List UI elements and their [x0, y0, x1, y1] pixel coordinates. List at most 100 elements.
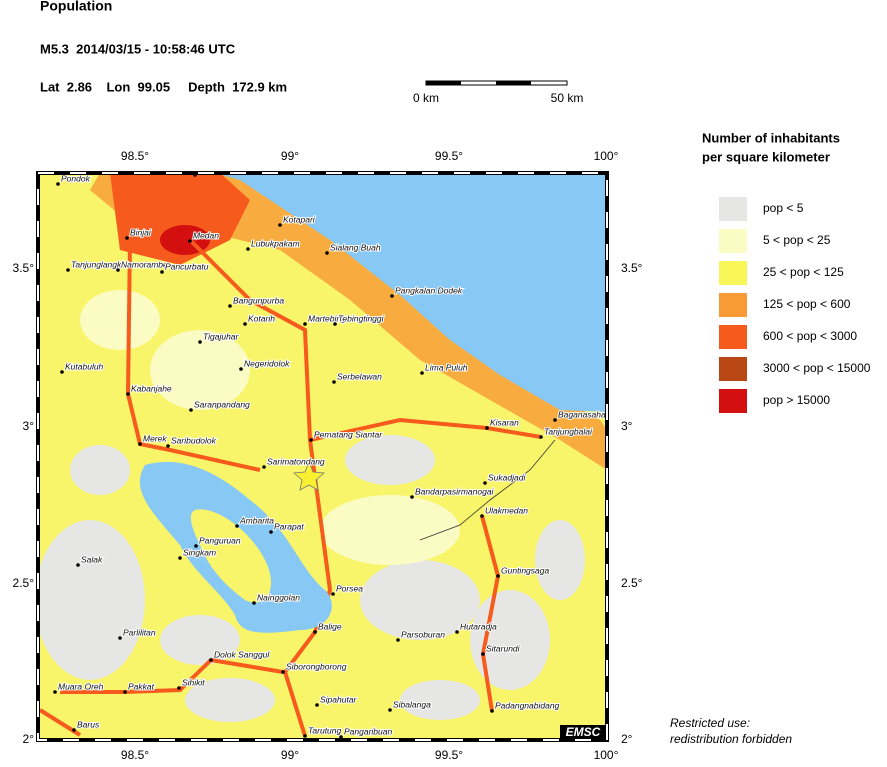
- town-dot: [303, 734, 307, 738]
- footer: redistribution forbidden: [670, 732, 792, 746]
- scale-end: 50 km: [551, 91, 584, 105]
- town-dot: [481, 652, 485, 656]
- legend-label: 25 < pop < 125: [763, 265, 844, 279]
- lon-tick-label: 98.5°: [121, 748, 149, 762]
- lon-tick-label: 98.5°: [121, 149, 149, 163]
- town-label: Merek: [143, 433, 167, 443]
- lon-tick-label: 100°: [594, 748, 619, 762]
- town-label: Tebingtinggi: [338, 313, 385, 323]
- event: M5.3 2014/03/15 - 10:58:46 UTC: [40, 41, 236, 56]
- town-label: Binjai: [130, 227, 152, 237]
- town-label: Pangaribuan: [344, 726, 392, 736]
- town-dot: [303, 322, 307, 326]
- legend-swatch: [719, 229, 747, 253]
- legend-swatch: [719, 325, 747, 349]
- town-dot: [455, 630, 459, 634]
- lon-tick-label: 99.5°: [435, 748, 463, 762]
- town-label: Saribudolok: [171, 435, 217, 445]
- town-dot: [539, 435, 543, 439]
- town-dot: [125, 236, 129, 240]
- town-label: Ambarita: [239, 515, 274, 525]
- credit: EMSC: [566, 725, 601, 739]
- town-dot: [420, 371, 424, 375]
- lon-tick-label: 99°: [281, 748, 299, 762]
- town-dot: [278, 223, 282, 227]
- town-dot: [166, 444, 170, 448]
- lat-tick-label: 2.5°: [13, 576, 35, 590]
- town-label: Sarimatondang: [267, 456, 325, 466]
- town-dot: [194, 544, 198, 548]
- town-dot: [76, 563, 80, 567]
- epicenter: [293, 460, 325, 491]
- town-dot: [485, 426, 489, 430]
- town-label: Sukadjadi: [488, 472, 526, 482]
- lon-tick-label: 99°: [281, 149, 299, 163]
- town-dot: [325, 251, 329, 255]
- town-dot: [138, 442, 142, 446]
- town-dot: [281, 670, 285, 674]
- scale-bar: [425, 80, 568, 86]
- town-label: Kotarih: [248, 313, 275, 323]
- legend-title: per square kilometer: [702, 149, 830, 164]
- lat-tick-label: 3°: [23, 419, 35, 433]
- town-dot: [123, 690, 127, 694]
- town-label: Parlilitan: [123, 627, 156, 637]
- town-label: Sihikit: [182, 677, 205, 687]
- town-label: Porsea: [336, 583, 363, 593]
- lat-tick-label: 2.5°: [621, 576, 643, 590]
- town-label: Balige: [318, 621, 342, 631]
- legend-label: 5 < pop < 25: [763, 233, 831, 247]
- town-dot: [496, 574, 500, 578]
- town-dot: [480, 514, 484, 518]
- town-label: Pangkalan Dodek: [395, 285, 463, 295]
- town-dot: [553, 418, 557, 422]
- town-dot: [66, 268, 70, 272]
- town-label: Martebing: [308, 313, 346, 323]
- legend-label: 3000 < pop < 15000: [763, 361, 871, 375]
- town-label: Tarutung: [308, 725, 342, 735]
- town-label: Sialang Buah: [330, 242, 381, 252]
- lon-tick-label: 100°: [594, 149, 619, 163]
- town-label: Singkam: [183, 547, 216, 557]
- town-label: Kisaran: [490, 417, 519, 427]
- town-label: Tanjunglangkat: [71, 259, 129, 269]
- legend-swatch: [719, 357, 747, 381]
- legend-swatch: [719, 261, 747, 285]
- town-label: Kabanjahe: [131, 383, 172, 393]
- town-dot: [178, 556, 182, 560]
- town-dot: [490, 709, 494, 713]
- town-dot: [188, 239, 192, 243]
- town-label: Barus: [77, 719, 100, 729]
- town-label: Bangunpurba: [233, 295, 284, 305]
- location: Lat 2.86 Lon 99.05 Depth 172.9 km: [40, 79, 287, 94]
- town-label: Lima Puluh: [425, 362, 468, 372]
- town-dot: [60, 370, 64, 374]
- town-label: Kotapari: [283, 214, 316, 224]
- town-label: Padangnabidang: [495, 700, 560, 710]
- town-label: Pematang Siantar: [314, 429, 383, 439]
- legend-label: pop > 15000: [763, 393, 830, 407]
- town-dot: [333, 322, 337, 326]
- town-dot: [483, 481, 487, 485]
- town-label: Lubukpakam: [251, 238, 300, 248]
- lat-tick-label: 3.5°: [13, 261, 35, 275]
- legend-swatch: [719, 293, 747, 317]
- town-dot: [410, 495, 414, 499]
- town-label: Salak: [81, 554, 103, 564]
- town-label: Medan: [193, 230, 219, 240]
- map-frame-dash: [37, 172, 608, 741]
- town-dot: [388, 708, 392, 712]
- town-label: Tanjungbalai: [544, 426, 593, 436]
- town-dot: [177, 686, 181, 690]
- town-dot: [243, 322, 247, 326]
- town-dot: [332, 380, 336, 384]
- lat-tick-label: 2°: [23, 732, 35, 746]
- town-dot: [309, 438, 313, 442]
- legend-title: Number of inhabitants: [702, 130, 840, 145]
- footer: Restricted use:: [670, 716, 750, 730]
- town-dot: [339, 735, 343, 739]
- town-dot: [118, 636, 122, 640]
- town-label: Dolok Sanggul: [214, 649, 270, 659]
